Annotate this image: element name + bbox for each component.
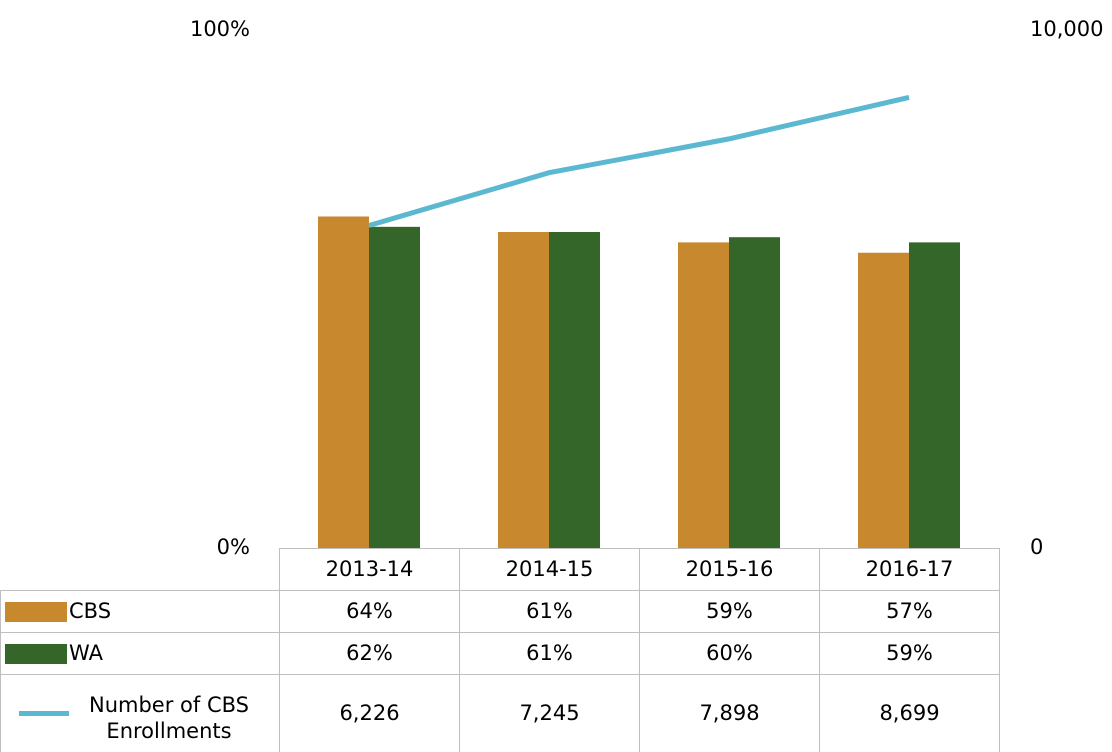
legend-swatch — [5, 643, 67, 664]
bar — [678, 242, 729, 548]
table-value: 61% — [459, 632, 640, 675]
table-header: 2013-14 — [279, 548, 460, 591]
y2-tick-label: 0 — [1030, 535, 1043, 559]
y-tick-label: 0% — [217, 535, 250, 559]
table-value: 59% — [819, 632, 1000, 675]
bar — [729, 237, 780, 548]
legend-swatch — [19, 711, 69, 716]
table-header: 2014-15 — [459, 548, 640, 591]
bar — [549, 232, 600, 548]
table-value: 57% — [819, 590, 1000, 633]
legend-cell: Number of CBS Enrollments — [0, 674, 280, 752]
table-value: 8,699 — [819, 674, 1000, 752]
y2-tick-label: 10,000 — [1030, 17, 1103, 41]
bar — [369, 226, 420, 548]
bar — [498, 232, 549, 548]
y-tick-label: 100% — [190, 17, 250, 41]
table-value: 60% — [639, 632, 820, 675]
legend-label: Number of CBS Enrollments — [89, 693, 249, 743]
table-header: 2016-17 — [819, 548, 1000, 591]
legend-label: WA — [69, 640, 103, 665]
table-value: 7,245 — [459, 674, 640, 752]
legend-cell: CBS — [0, 590, 280, 633]
table-value: 7,898 — [639, 674, 820, 752]
line — [368, 94, 910, 228]
bar — [858, 252, 909, 549]
legend-label: CBS — [69, 598, 112, 623]
table-value: 6,226 — [279, 674, 460, 752]
bar — [318, 216, 369, 549]
table-value: 59% — [639, 590, 820, 633]
table-value: 62% — [279, 632, 460, 675]
legend-cell: WA — [0, 632, 280, 675]
table-header: 2015-16 — [639, 548, 820, 591]
table-value: 61% — [459, 590, 640, 633]
legend-swatch — [5, 601, 67, 622]
table-value: 64% — [279, 590, 460, 633]
bar — [909, 242, 960, 548]
